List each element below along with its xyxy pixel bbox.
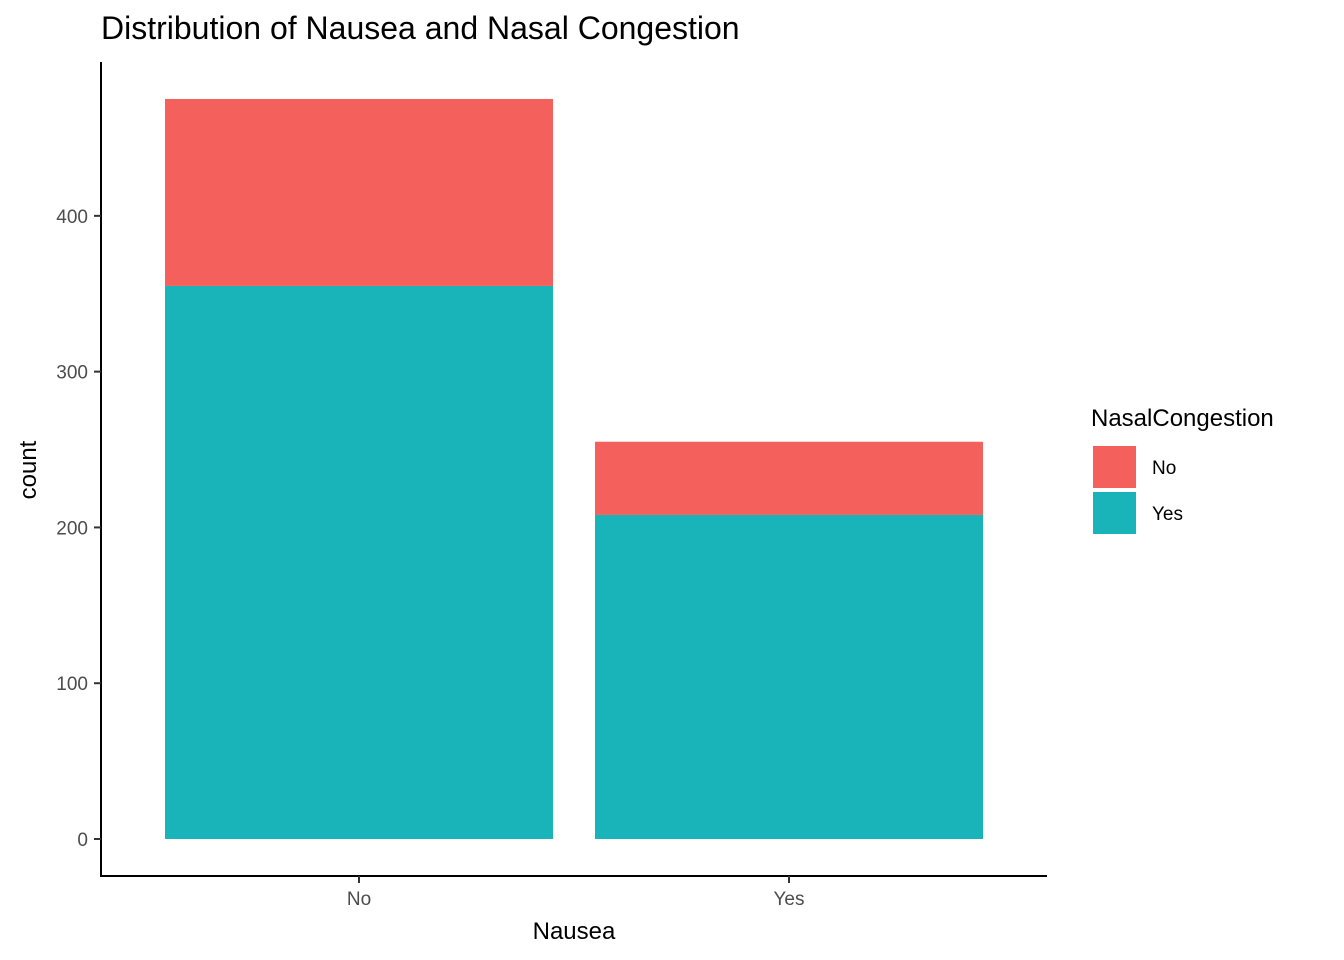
- bar-no-yes: [165, 285, 553, 839]
- bar-yes-yes: [595, 514, 983, 839]
- bars: [165, 99, 983, 839]
- y-tick-label: 300: [56, 363, 88, 384]
- bar-yes-no: [595, 441, 983, 515]
- bar-no-no: [165, 99, 553, 286]
- y-tick-label: 100: [56, 674, 88, 695]
- legend-entries: No Yes: [1093, 446, 1183, 534]
- x-tick-label: Yes: [774, 889, 805, 910]
- legend-swatch-yes: [1093, 492, 1136, 534]
- legend-swatch-no: [1093, 446, 1136, 488]
- legend: NasalCongestion No Yes: [1091, 405, 1274, 534]
- y-tick-label: 200: [56, 518, 88, 539]
- legend-label-yes: Yes: [1152, 504, 1183, 525]
- y-tick-label: 400: [56, 207, 88, 228]
- y-axis-title: count: [15, 440, 42, 499]
- y-tick-label: 0: [77, 830, 88, 851]
- legend-label-no: No: [1152, 458, 1176, 479]
- legend-title: NasalCongestion: [1091, 405, 1274, 432]
- x-ticks: No Yes: [347, 876, 805, 910]
- y-ticks: 0 100 200 300 400: [56, 207, 101, 851]
- chart-title: Distribution of Nausea and Nasal Congest…: [101, 10, 740, 46]
- x-tick-label: No: [347, 889, 371, 910]
- x-axis-title: Nausea: [533, 918, 616, 945]
